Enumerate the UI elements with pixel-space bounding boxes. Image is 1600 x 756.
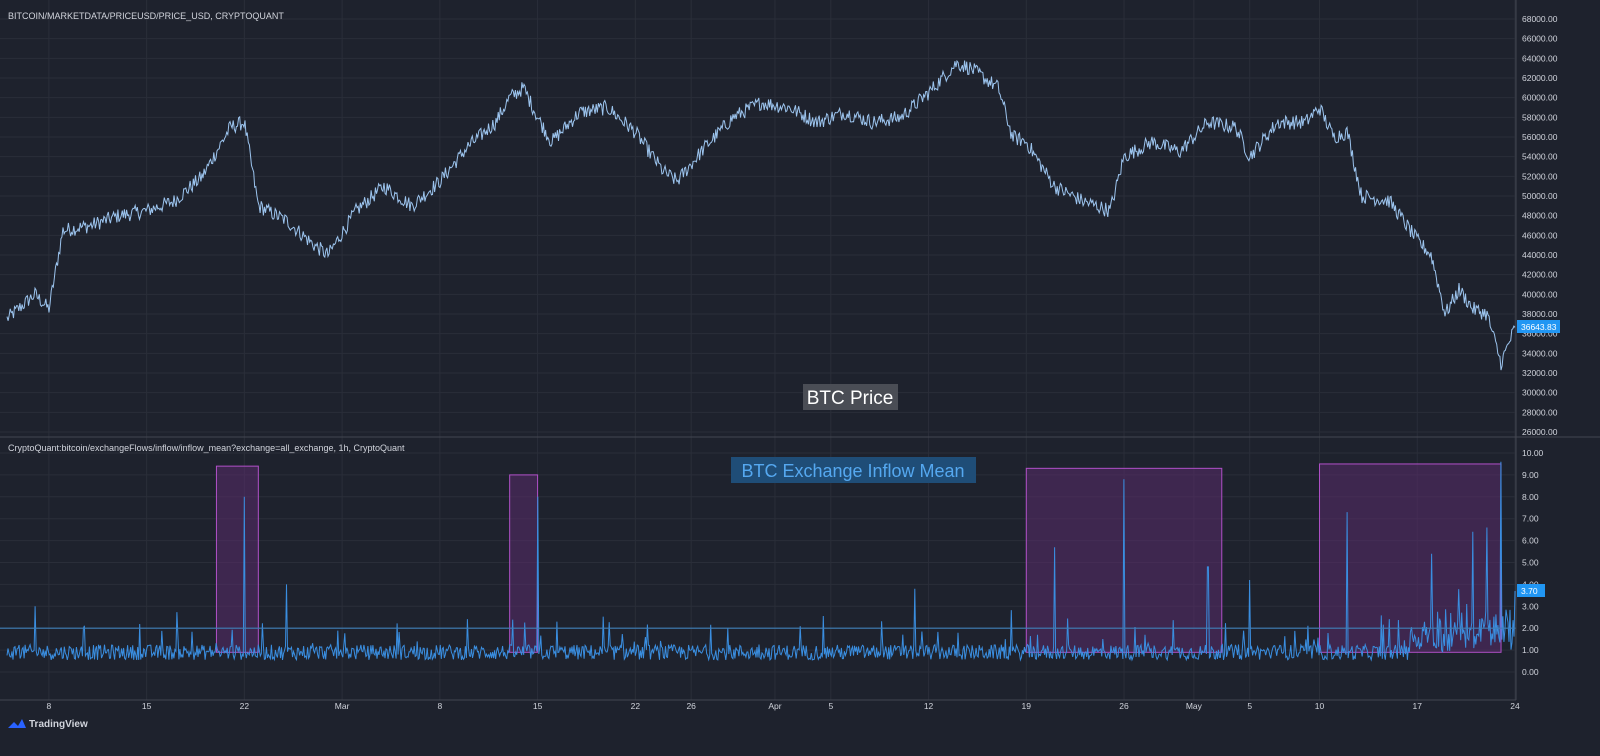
inflow-tick-label: 5.00	[1522, 558, 1539, 568]
inflow-tick-label: 6.00	[1522, 536, 1539, 546]
btc-price-label-text: BTC Price	[807, 388, 894, 409]
price-tick-label: 48000.00	[1522, 211, 1558, 221]
inflow-last-value-tag: 3.70	[1517, 584, 1545, 597]
time-tick-label: 26	[686, 701, 696, 711]
time-tick-label: 26	[1119, 701, 1129, 711]
price-last-value-tag: 36643.83	[1517, 320, 1560, 333]
price-tick-label: 38000.00	[1522, 309, 1558, 319]
time-tick-label: 17	[1413, 701, 1423, 711]
price-tick-label: 66000.00	[1522, 34, 1558, 44]
price-tick-label: 62000.00	[1522, 73, 1558, 83]
grid-lines	[0, 0, 1516, 700]
price-tick-label: 58000.00	[1522, 112, 1558, 122]
price-tick-label: 56000.00	[1522, 132, 1558, 142]
time-tick-label: 22	[631, 701, 641, 711]
price-tick-label: 52000.00	[1522, 171, 1558, 181]
price-pane-title: BITCOIN/MARKETDATA/PRICEUSD/PRICE_USD, C…	[8, 11, 284, 21]
price-tick-label: 34000.00	[1522, 348, 1558, 358]
time-tick-label: 15	[142, 701, 152, 711]
tradingview-brand-text: TradingView	[29, 719, 88, 730]
time-tick-label: Apr	[768, 701, 781, 711]
inflow-last-value-box	[1517, 584, 1545, 597]
inflow-series[interactable]	[0, 461, 1516, 662]
btc-price-label[interactable]: BTC Price	[803, 384, 898, 410]
highlight-box	[509, 474, 539, 653]
time-tick-label: 15	[533, 701, 543, 711]
inflow-tick-label: 1.00	[1522, 645, 1539, 655]
time-tick-label: 24	[1510, 701, 1520, 711]
price-tick-label: 26000.00	[1522, 427, 1558, 437]
highlight-box	[1319, 463, 1502, 653]
highlight-box	[215, 465, 259, 653]
price-tick-label: 32000.00	[1522, 368, 1558, 378]
inflow-tick-label: 7.00	[1522, 514, 1539, 524]
time-tick-label: May	[1186, 701, 1203, 711]
inflow-tick-label: 8.00	[1522, 492, 1539, 502]
time-axis[interactable]: 8 15 22 Mar 8 15 22 26 Apr 5 12 19 26 May 5 10 17 24	[47, 701, 1520, 711]
price-tick-label: 36000.00	[1522, 329, 1558, 339]
inflow-mean-label-box	[731, 457, 976, 483]
inflow-mean-label[interactable]: BTC Exchange Inflow Mean	[731, 457, 976, 483]
time-tick-label: Mar	[335, 701, 350, 711]
time-tick-label: 5	[828, 701, 833, 711]
inflow-tick-label: 0.00	[1522, 667, 1539, 677]
inflow-last-value: 3.70	[1521, 586, 1538, 596]
price-axis[interactable]: 68000.00 66000.00 64000.00 62000.00 60000.00…	[1522, 14, 1558, 437]
inflow-tick-label: 9.00	[1522, 470, 1539, 480]
price-tick-label: 30000.00	[1522, 388, 1558, 398]
inflow-pane-title: CryptoQuant:bitcoin/exchangeFlows/inflow…	[8, 443, 405, 453]
price-series[interactable]	[6, 59, 1516, 371]
inflow-mean-label-text: BTC Exchange Inflow Mean	[741, 461, 964, 481]
time-tick-label: 8	[47, 701, 52, 711]
price-last-value-box	[1517, 320, 1560, 333]
inflow-tick-label: 10.00	[1522, 448, 1544, 458]
time-tick-label: 8	[437, 701, 442, 711]
price-tick-label: 64000.00	[1522, 53, 1558, 63]
time-tick-label: 10	[1315, 701, 1325, 711]
time-tick-label: 19	[1022, 701, 1032, 711]
price-tick-label: 68000.00	[1522, 14, 1558, 24]
time-tick-label: 5	[1247, 701, 1252, 711]
price-tick-label: 42000.00	[1522, 270, 1558, 280]
price-line	[6, 59, 1516, 371]
price-tick-label: 54000.00	[1522, 152, 1558, 162]
price-tick-label: 28000.00	[1522, 407, 1558, 417]
inflow-tick-label: 2.00	[1522, 623, 1539, 633]
price-tick-label: 44000.00	[1522, 250, 1558, 260]
price-tick-label: 60000.00	[1522, 93, 1558, 103]
time-tick-label: 22	[240, 701, 250, 711]
time-tick-label: 12	[924, 701, 934, 711]
inflow-tick-label: 3.00	[1522, 601, 1539, 611]
price-last-value: 36643.83	[1521, 322, 1557, 332]
tradingview-branding[interactable]: TradingView	[8, 719, 88, 730]
inflow-line	[6, 461, 1516, 662]
btc-price-label-box	[803, 384, 898, 410]
tradingview-logo-icon	[8, 719, 26, 728]
price-tick-label: 50000.00	[1522, 191, 1558, 201]
price-tick-label: 40000.00	[1522, 289, 1558, 299]
price-tick-label: 46000.00	[1522, 230, 1558, 240]
